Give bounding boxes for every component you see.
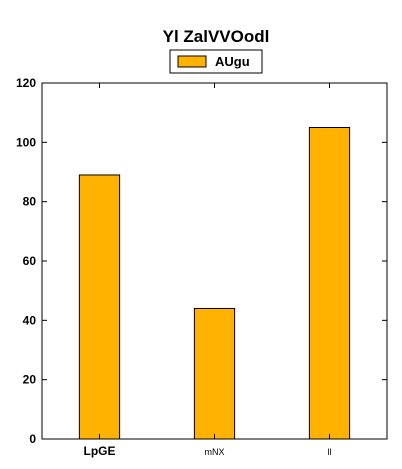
y-tick-label: 80	[23, 195, 37, 209]
y-tick-label: 20	[23, 373, 37, 387]
bar-mNX	[193, 307, 236, 440]
bar-ll	[308, 127, 351, 440]
x-axis: LpGE mNX ll	[84, 83, 332, 458]
y-tick-label: 0	[29, 432, 36, 446]
y-axis: 0 20 40 60 80 100 120	[16, 76, 387, 446]
x-tick-label: mNX	[205, 447, 225, 457]
chart-title: Yl ZalVVOodl	[163, 27, 270, 46]
legend-label: AUgu	[215, 54, 250, 69]
y-tick-label: 60	[23, 254, 37, 268]
plot-frame	[41, 82, 388, 440]
bars-group	[78, 127, 351, 440]
x-tick-label: ll	[328, 447, 332, 457]
legend-swatch	[177, 55, 207, 68]
y-tick-label: 120	[16, 76, 36, 90]
y-tick-label: 100	[16, 135, 36, 149]
bar-LpGE	[78, 174, 121, 440]
y-tick-label: 40	[23, 313, 37, 327]
x-tick-label: LpGE	[84, 444, 116, 458]
legend: AUgu	[169, 49, 263, 74]
